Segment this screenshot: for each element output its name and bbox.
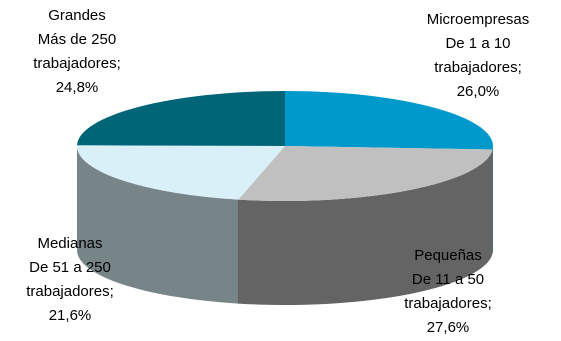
pie-slice-3 [77,91,286,146]
pie-slice-1 [238,146,493,202]
label-medianas: Medianas De 51 a 250 trabajadores; 21,6% [26,235,114,324]
pie-slice-2 [77,145,285,200]
label-grandes: Grandes Más de 250 trabajadores; 24,8% [33,7,121,96]
label-microempresas: Microempresas De 1 a 10 trabajadores; 26… [426,11,530,100]
pie-slice-0 [285,91,493,150]
pie-side-2 [77,146,239,304]
pie-side-1 [238,149,493,305]
label-pequenas: Pequeñas De 11 a 50 trabajadores; 27,6% [404,247,492,336]
